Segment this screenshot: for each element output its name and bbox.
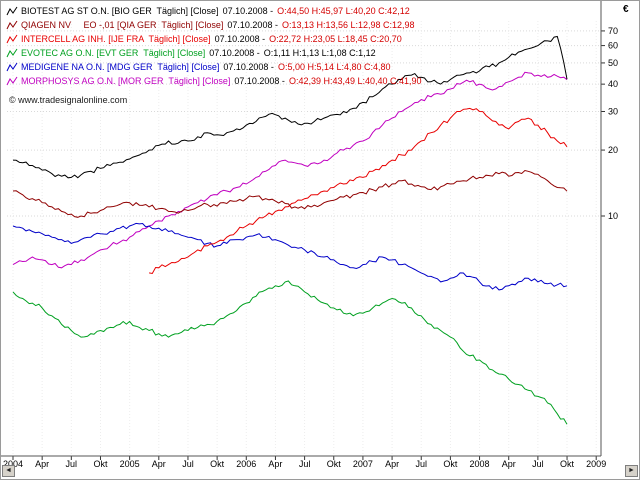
x-axis-label: Okt bbox=[210, 459, 225, 469]
x-axis-label: Apr bbox=[385, 459, 399, 469]
legend-item-intercell[interactable]: INTERCELL AG INH. [IJE FRA Täglich] [Clo… bbox=[6, 32, 422, 46]
y-axis-unit: € bbox=[623, 4, 629, 15]
x-axis-label: Apr bbox=[35, 459, 49, 469]
x-axis-label: 2004 bbox=[3, 459, 23, 469]
legend-series-name: QIAGEN NV EO -,01 [QIA GER Täglich] [Clo… bbox=[21, 20, 224, 30]
legend-date: 07.10.2008 - bbox=[222, 6, 274, 16]
legend-date: 07.10.2008 - bbox=[214, 34, 266, 44]
line-series-icon bbox=[6, 62, 18, 72]
series-line-medigene bbox=[12, 222, 568, 291]
legend-item-evotec[interactable]: EVOTEC AG O.N. [EVT GER Täglich] [Close]… bbox=[6, 46, 422, 60]
legend-ohlc-values: O:44,50 H:45,97 L:40,20 C:42,12 bbox=[277, 6, 410, 16]
scroll-left-button[interactable]: ◄ bbox=[2, 465, 15, 477]
right-arrow-icon: ► bbox=[628, 467, 635, 474]
line-series-icon bbox=[6, 76, 18, 86]
legend-series-name: EVOTEC AG O.N. [EVT GER Täglich] [Close] bbox=[21, 48, 206, 58]
series-line-qiagen bbox=[12, 169, 568, 218]
left-arrow-icon: ◄ bbox=[5, 467, 12, 474]
x-axis-label: 2008 bbox=[470, 459, 490, 469]
legend-ohlc-values: O:22,72 H:23,05 L:18,45 C:20,70 bbox=[269, 34, 402, 44]
scroll-right-button[interactable]: ► bbox=[625, 465, 638, 477]
legend-item-morphosys[interactable]: MORPHOSYS AG O.N. [MOR GER Täglich] [Clo… bbox=[6, 74, 422, 88]
x-axis-label: Jul bbox=[182, 459, 194, 469]
series-line-biotest bbox=[12, 35, 568, 179]
y-axis-label: 30 bbox=[608, 107, 618, 117]
x-axis-label: Jul bbox=[415, 459, 427, 469]
line-series-icon bbox=[6, 20, 18, 30]
legend-ohlc-values: O:42,39 H:43,49 L:40,40 C:41,90 bbox=[288, 76, 422, 86]
legend-ohlc-values: O:1,11 H:1,13 L:1,08 C:1,12 bbox=[263, 48, 376, 58]
chart-legend: BIOTEST AG ST O.N. [BIO GER Täglich] [Cl… bbox=[6, 4, 422, 88]
x-axis-label: Okt bbox=[560, 459, 575, 469]
series-line-evotec bbox=[12, 280, 568, 425]
legend-series-name: BIOTEST AG ST O.N. [BIO GER Täglich] [Cl… bbox=[21, 6, 219, 16]
y-axis-label: 70 bbox=[608, 26, 618, 36]
x-axis-label: Okt bbox=[327, 459, 342, 469]
legend-item-medigene[interactable]: MEDIGENE NA O.N. [MDG GER Täglich] [Clos… bbox=[6, 60, 422, 74]
x-axis-label: Jul bbox=[299, 459, 311, 469]
line-series-icon bbox=[6, 48, 18, 58]
legend-date: 07.10.2008 - bbox=[223, 62, 274, 72]
line-series-icon bbox=[6, 6, 18, 16]
x-axis-label: Okt bbox=[443, 459, 458, 469]
x-axis-label: Apr bbox=[152, 459, 166, 469]
x-axis-label: 2007 bbox=[353, 459, 373, 469]
x-axis-label: 2006 bbox=[236, 459, 256, 469]
x-axis-label: 2009 bbox=[586, 459, 606, 469]
x-axis-label: 2005 bbox=[120, 459, 140, 469]
series-line-morphosys bbox=[12, 71, 568, 269]
x-axis-label: Jul bbox=[66, 459, 78, 469]
y-axis-label: 20 bbox=[608, 145, 618, 155]
y-axis-label: 50 bbox=[608, 58, 618, 68]
y-axis-label: 10 bbox=[608, 211, 618, 221]
legend-series-name: MEDIGENE NA O.N. [MDG GER Täglich] [Clos… bbox=[21, 62, 220, 72]
legend-item-qiagen[interactable]: QIAGEN NV EO -,01 [QIA GER Täglich] [Clo… bbox=[6, 18, 422, 32]
x-axis-label: Apr bbox=[268, 459, 282, 469]
legend-series-name: INTERCELL AG INH. [IJE FRA Täglich] [Clo… bbox=[21, 34, 211, 44]
legend-ohlc-values: O:13,13 H:13,56 L:12,98 C:12,98 bbox=[281, 20, 415, 30]
series-line-intercell bbox=[149, 107, 568, 275]
x-axis-label: Okt bbox=[93, 459, 108, 469]
x-axis-label: Apr bbox=[502, 459, 516, 469]
legend-date: 07.10.2008 - bbox=[234, 76, 285, 86]
line-series-icon bbox=[6, 34, 18, 44]
y-axis-label: 40 bbox=[608, 79, 618, 89]
legend-date: 07.10.2008 - bbox=[209, 48, 260, 58]
legend-item-biotest[interactable]: BIOTEST AG ST O.N. [BIO GER Täglich] [Cl… bbox=[6, 4, 422, 18]
legend-ohlc-values: O:5,00 H:5,14 L:4,80 C:4,80 bbox=[277, 62, 391, 72]
legend-series-name: MORPHOSYS AG O.N. [MOR GER Täglich] [Clo… bbox=[21, 76, 231, 86]
x-axis-label: Jul bbox=[532, 459, 544, 469]
watermark: © www.tradesignalonline.com bbox=[9, 95, 128, 105]
legend-date: 07.10.2008 - bbox=[227, 20, 278, 30]
y-axis-label: 60 bbox=[608, 41, 618, 51]
